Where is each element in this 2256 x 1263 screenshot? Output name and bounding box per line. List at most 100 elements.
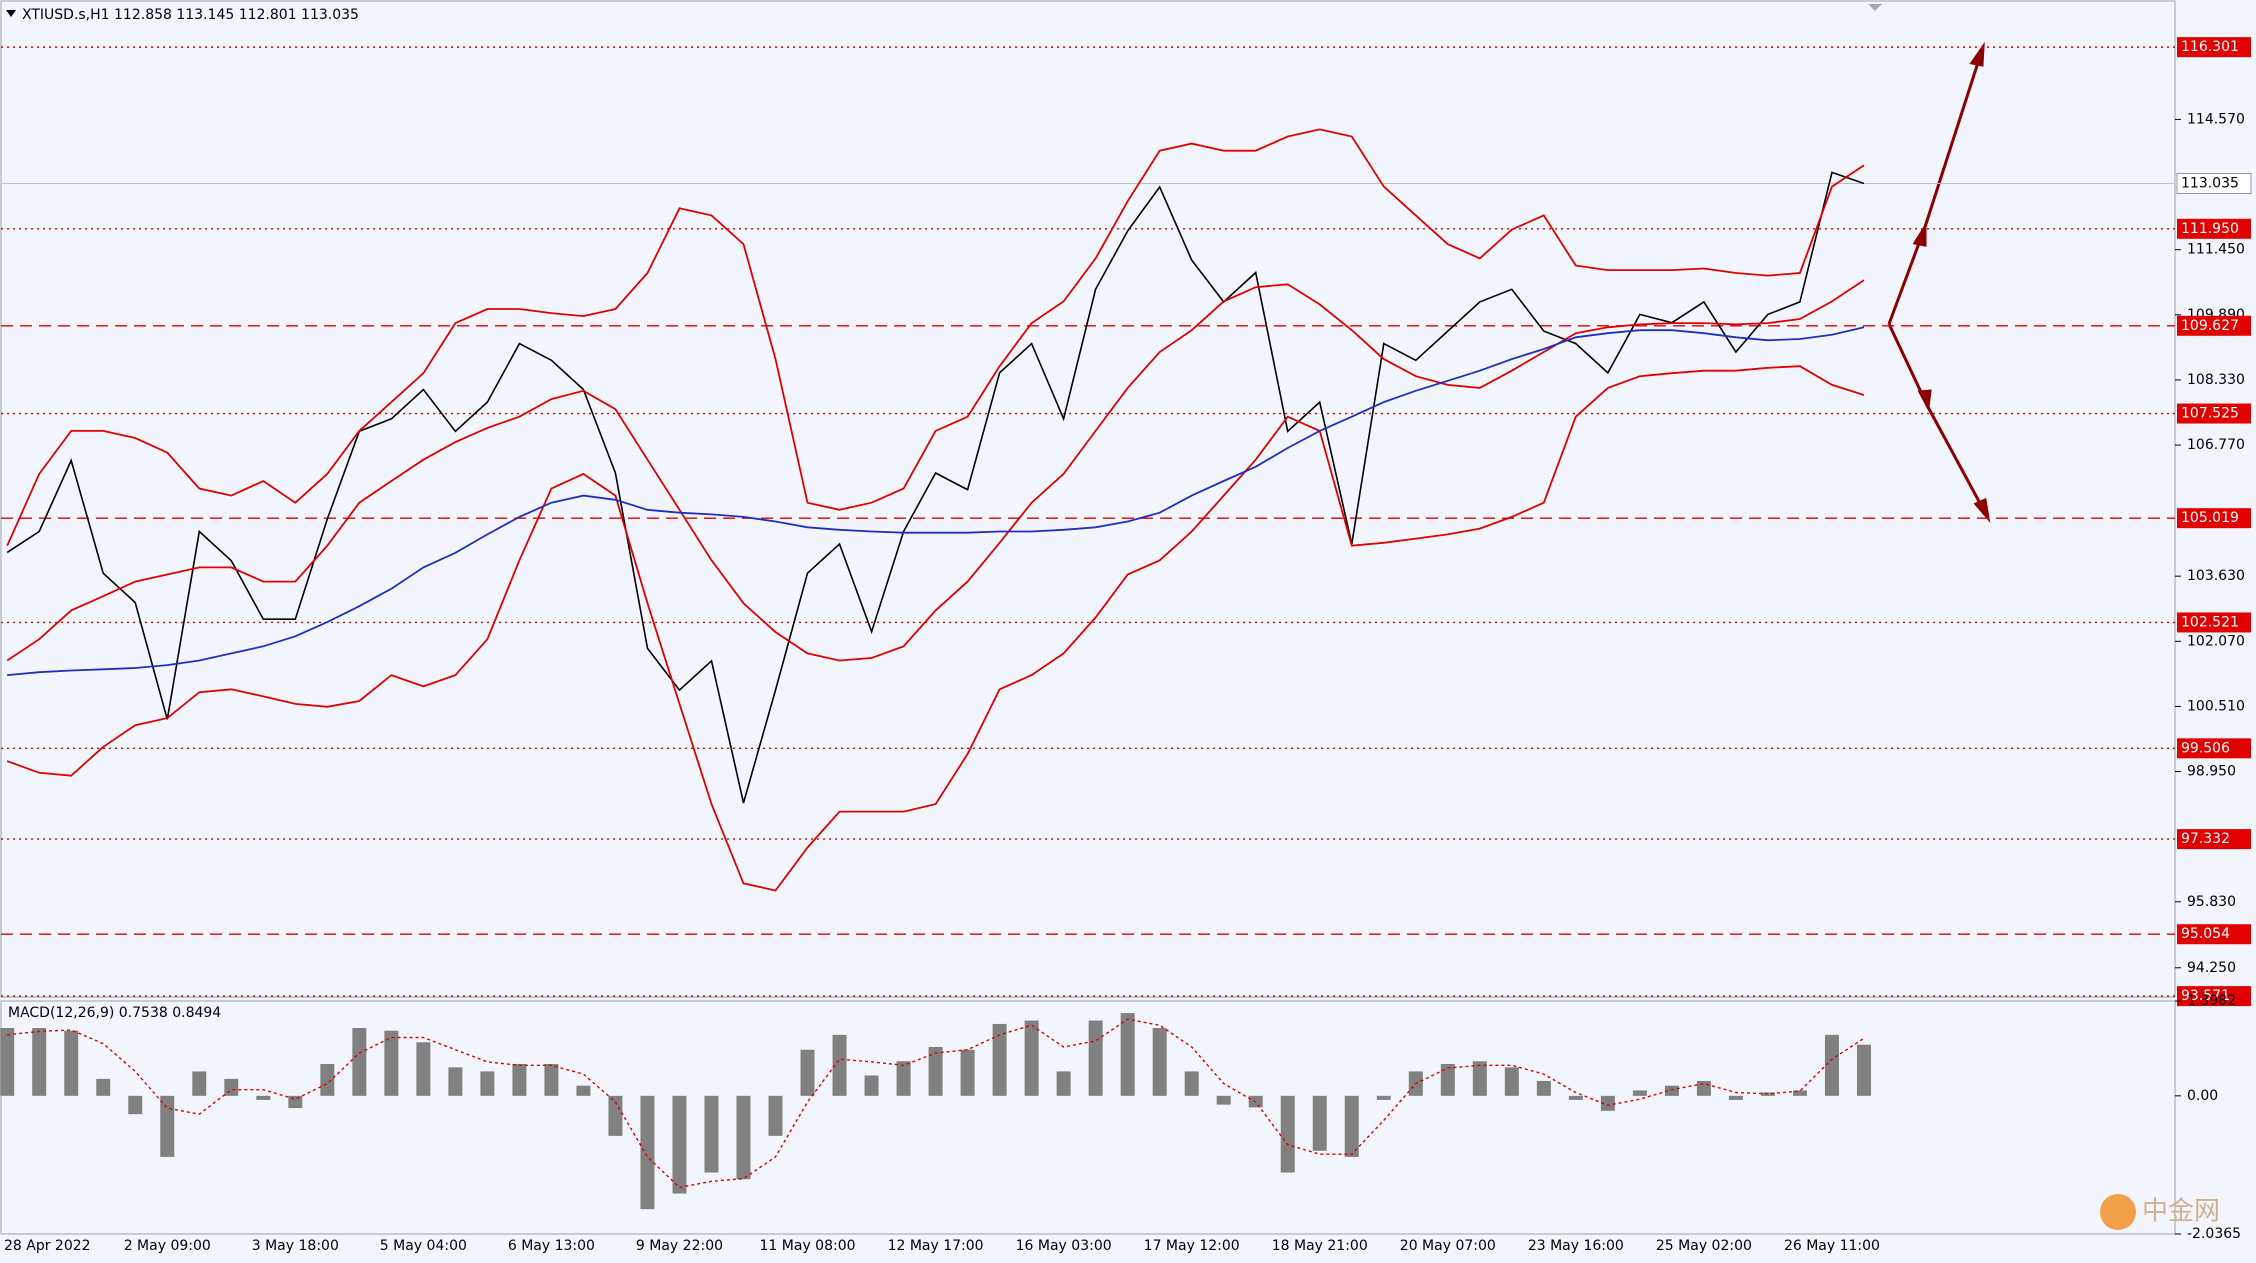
signal-line xyxy=(7,1018,1865,1189)
price-line xyxy=(6,171,1865,804)
y-tick-label: 1.3982 xyxy=(2187,993,2236,1009)
level-label-box xyxy=(2177,315,2251,336)
x-tick-label: 20 May 07:00 xyxy=(1400,1238,1496,1254)
histogram-bar xyxy=(768,1095,783,1136)
level-label: 99.506 xyxy=(2181,740,2230,756)
indicator-line xyxy=(6,128,1865,547)
x-tick-label: 3 May 18:00 xyxy=(252,1238,339,1254)
x-tick-label: 18 May 21:00 xyxy=(1272,1238,1368,1254)
level-label-box xyxy=(2177,924,2251,945)
histogram-bar xyxy=(1472,1061,1487,1096)
histogram-bar xyxy=(1440,1063,1455,1096)
x-tick-label: 28 Apr 2022 xyxy=(4,1238,91,1254)
histogram-bar xyxy=(1376,1095,1391,1100)
scroll-marker xyxy=(1868,4,1882,11)
y-tick-label: 95.830 xyxy=(2187,894,2236,910)
histogram-bar xyxy=(480,1071,495,1096)
y-tick-label: 108.330 xyxy=(2187,372,2245,388)
main-panel-border xyxy=(0,0,2176,998)
histogram-bar xyxy=(608,1095,623,1136)
histogram-bar xyxy=(1856,1044,1871,1096)
histogram-bar xyxy=(32,1028,47,1096)
histogram-bar xyxy=(864,1075,879,1096)
histogram-bar xyxy=(1600,1095,1615,1111)
y-tick-label: 0.00 xyxy=(2187,1088,2218,1104)
level-label-box xyxy=(2177,218,2251,239)
y-tick-label: 103.630 xyxy=(2187,568,2245,584)
histogram-bar xyxy=(1088,1020,1103,1096)
y-tick-label: 98.950 xyxy=(2187,764,2236,780)
watermark-logo xyxy=(2100,1194,2136,1230)
y-tick-label: 100.510 xyxy=(2187,698,2245,714)
level-label-box xyxy=(2177,508,2251,529)
y-tick-label: 106.770 xyxy=(2187,437,2245,453)
histogram-bar xyxy=(224,1078,239,1096)
level-label: 102.521 xyxy=(2181,614,2239,630)
histogram-bar xyxy=(1152,1028,1167,1096)
x-tick-label: 17 May 12:00 xyxy=(1144,1238,1240,1254)
histogram-bar xyxy=(736,1095,751,1180)
y-tick-label: 102.070 xyxy=(2187,633,2245,649)
level-label-box xyxy=(2177,829,2251,850)
macd-panel-border xyxy=(0,1000,2176,1235)
x-tick-label: 25 May 02:00 xyxy=(1656,1238,1752,1254)
histogram-bar xyxy=(384,1030,399,1096)
projection-arrows xyxy=(1887,41,1991,524)
level-label-box xyxy=(2177,738,2251,759)
x-tick-label: 2 May 09:00 xyxy=(124,1238,211,1254)
histogram-bar xyxy=(576,1085,591,1096)
arrow-head xyxy=(1912,221,1927,247)
arrow-head xyxy=(1917,389,1932,412)
histogram-bar xyxy=(448,1067,463,1096)
histogram-bar xyxy=(320,1063,335,1096)
histogram-bar xyxy=(1792,1090,1807,1096)
arrow-head xyxy=(1973,497,1991,524)
histogram-bar xyxy=(256,1095,271,1100)
histogram-bar xyxy=(96,1078,111,1096)
indicator-title: MACD(12,26,9) 0.7538 0.8494 xyxy=(8,1005,221,1021)
indicator-line xyxy=(7,326,1865,676)
histogram-bar xyxy=(1504,1067,1519,1096)
histogram-bar xyxy=(352,1028,367,1096)
histogram-bar xyxy=(544,1063,559,1096)
histogram-bar xyxy=(640,1095,655,1210)
histogram-bar xyxy=(160,1095,175,1157)
histogram-bar xyxy=(128,1095,143,1115)
level-label: 105.019 xyxy=(2181,510,2239,526)
histogram-bar xyxy=(1312,1095,1327,1151)
y-tick-label: 114.570 xyxy=(2187,111,2245,127)
y-tick-label: -2.0365 xyxy=(2187,1226,2241,1242)
x-tick-label: 6 May 13:00 xyxy=(508,1238,595,1254)
level-label: 109.627 xyxy=(2181,318,2239,334)
histogram-bar xyxy=(1696,1080,1711,1096)
last-price-box xyxy=(2176,172,2252,194)
histogram-bar xyxy=(1536,1080,1551,1096)
level-label: 93.571 xyxy=(2181,988,2230,1004)
histogram-bar xyxy=(192,1071,207,1096)
level-label: 97.332 xyxy=(2181,831,2230,847)
histogram-bar xyxy=(672,1095,687,1194)
histogram-bar xyxy=(1664,1085,1679,1096)
histogram-bar xyxy=(1024,1020,1039,1096)
histogram-bar xyxy=(832,1034,847,1096)
menu-triangle[interactable] xyxy=(6,10,16,17)
histogram-bar xyxy=(416,1042,431,1096)
watermark: 中金网 xyxy=(2142,1197,2220,1227)
level-label: 107.525 xyxy=(2181,406,2239,422)
level-label-box xyxy=(2177,612,2251,633)
level-label-box xyxy=(2177,403,2251,424)
level-label: 95.054 xyxy=(2181,926,2230,942)
histogram-bar xyxy=(800,1049,815,1096)
histogram-bar xyxy=(0,1028,15,1096)
x-tick-label: 26 May 11:00 xyxy=(1784,1238,1880,1254)
histogram-bar xyxy=(288,1095,303,1109)
histogram-bar xyxy=(1344,1095,1359,1157)
histogram-bar xyxy=(704,1095,719,1173)
x-tick-label: 12 May 17:00 xyxy=(888,1238,984,1254)
x-tick-label: 16 May 03:00 xyxy=(1016,1238,1112,1254)
y-tick-label: 94.250 xyxy=(2187,960,2236,976)
arrow xyxy=(1923,46,1985,228)
x-tick-label: 23 May 16:00 xyxy=(1528,1238,1624,1254)
